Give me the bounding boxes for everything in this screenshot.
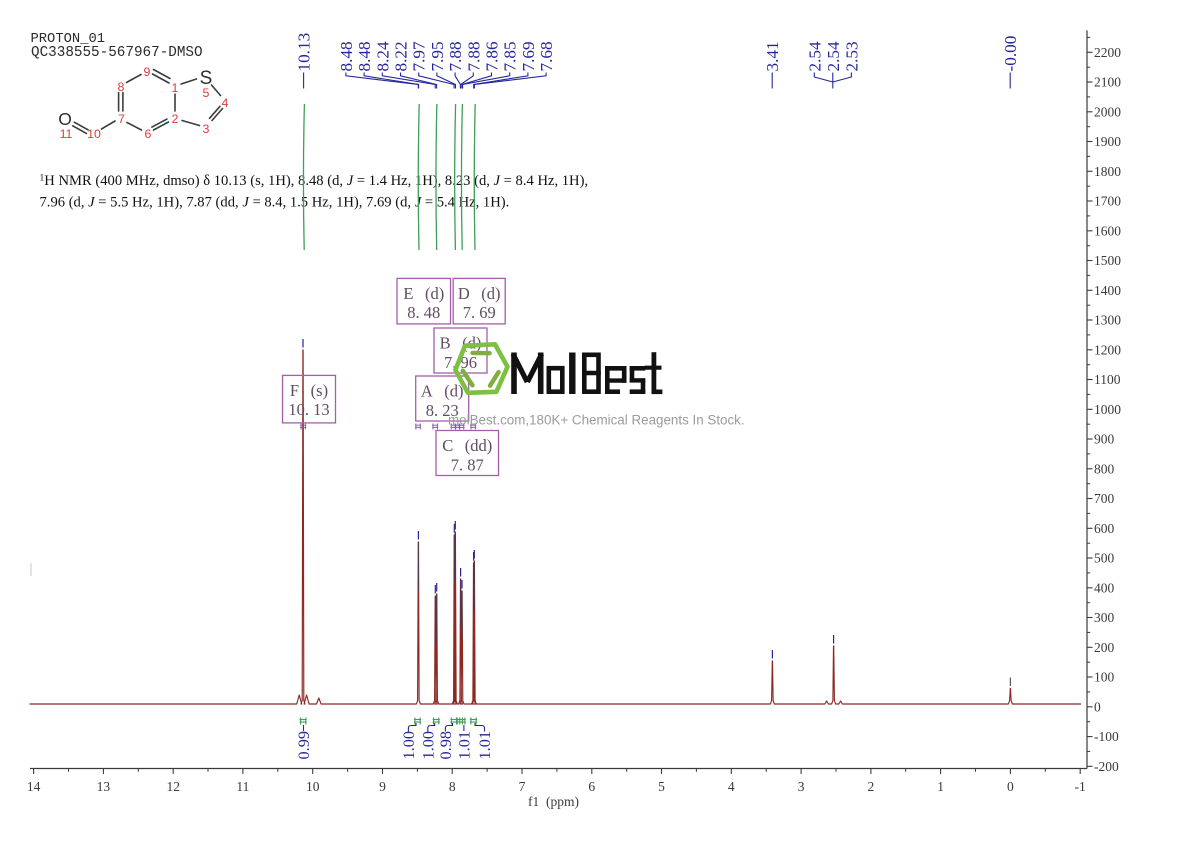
svg-text:8.24: 8.24 bbox=[373, 41, 392, 71]
svg-text:1700: 1700 bbox=[1094, 194, 1121, 209]
svg-text:500: 500 bbox=[1094, 551, 1115, 566]
svg-text:4: 4 bbox=[728, 779, 735, 794]
svg-text:5: 5 bbox=[658, 779, 665, 794]
svg-text:O: O bbox=[58, 109, 72, 129]
svg-text:7.69: 7.69 bbox=[519, 41, 538, 71]
svg-text:QC338555-567967-DMSO: QC338555-567967-DMSO bbox=[31, 45, 203, 61]
svg-text:9: 9 bbox=[144, 65, 151, 79]
svg-text:C (dd): C (dd) bbox=[442, 436, 492, 455]
svg-text:2100: 2100 bbox=[1094, 75, 1121, 90]
svg-text:1600: 1600 bbox=[1094, 223, 1121, 238]
svg-text:8. 48: 8. 48 bbox=[407, 303, 440, 322]
svg-text:1400: 1400 bbox=[1094, 283, 1121, 298]
svg-text:1: 1 bbox=[937, 779, 944, 794]
svg-text:1000: 1000 bbox=[1094, 402, 1121, 417]
svg-text:f1 (ppm): f1 (ppm) bbox=[528, 794, 579, 809]
svg-text:2000: 2000 bbox=[1094, 104, 1121, 119]
svg-text:800: 800 bbox=[1094, 461, 1115, 476]
svg-text:400: 400 bbox=[1094, 580, 1115, 595]
svg-text:3: 3 bbox=[798, 779, 805, 794]
svg-text:2.54: 2.54 bbox=[805, 41, 824, 71]
svg-text:1200: 1200 bbox=[1094, 342, 1121, 357]
svg-text:PROTON_01: PROTON_01 bbox=[31, 32, 106, 47]
svg-text:13: 13 bbox=[97, 779, 111, 794]
svg-text:7.96 (d, J = 5.5 Hz, 1H), 7.87: 7.96 (d, J = 5.5 Hz, 1H), 7.87 (dd, J = … bbox=[40, 195, 510, 211]
svg-text:7.85: 7.85 bbox=[501, 41, 520, 71]
svg-text:600: 600 bbox=[1094, 521, 1115, 536]
svg-text:700: 700 bbox=[1094, 491, 1115, 506]
svg-text:7.97: 7.97 bbox=[410, 41, 429, 71]
svg-text:2.53: 2.53 bbox=[842, 41, 861, 71]
svg-text:3.41: 3.41 bbox=[763, 41, 782, 71]
svg-text:10. 13: 10. 13 bbox=[288, 400, 329, 419]
svg-text:1H NMR (400 MHz, dmso) δ 10.13: 1H NMR (400 MHz, dmso) δ 10.13 (s, 1H), … bbox=[40, 172, 589, 189]
svg-text:1.01: 1.01 bbox=[475, 731, 494, 760]
svg-text:1900: 1900 bbox=[1094, 134, 1121, 149]
svg-text:1.00: 1.00 bbox=[399, 731, 418, 760]
svg-text:7. 87: 7. 87 bbox=[451, 455, 484, 474]
svg-text:2200: 2200 bbox=[1094, 45, 1121, 60]
svg-text:1300: 1300 bbox=[1094, 313, 1121, 328]
svg-text:8.48: 8.48 bbox=[337, 41, 356, 71]
svg-text:1.01: 1.01 bbox=[454, 731, 473, 760]
svg-text:7.95: 7.95 bbox=[428, 41, 447, 71]
svg-text:8: 8 bbox=[449, 779, 456, 794]
svg-text:300: 300 bbox=[1094, 610, 1115, 625]
svg-text:E (d): E (d) bbox=[403, 284, 444, 303]
svg-text:-0.00: -0.00 bbox=[1001, 36, 1020, 72]
svg-text:2: 2 bbox=[172, 112, 179, 126]
svg-text:11: 11 bbox=[236, 779, 249, 794]
svg-text:9: 9 bbox=[379, 779, 386, 794]
svg-text:-100: -100 bbox=[1094, 729, 1119, 744]
svg-text:3: 3 bbox=[203, 122, 210, 136]
svg-text:0: 0 bbox=[1007, 779, 1014, 794]
svg-text:1100: 1100 bbox=[1094, 372, 1121, 387]
svg-text:14: 14 bbox=[27, 779, 41, 794]
svg-text:0: 0 bbox=[1094, 699, 1101, 714]
svg-text:7: 7 bbox=[118, 112, 125, 126]
svg-text:0.99: 0.99 bbox=[294, 731, 313, 760]
svg-text:B (d): B (d) bbox=[440, 334, 482, 353]
svg-text:8: 8 bbox=[118, 80, 125, 94]
svg-text:4: 4 bbox=[222, 96, 229, 110]
svg-text:7: 7 bbox=[519, 779, 526, 794]
svg-text:7.88: 7.88 bbox=[464, 41, 483, 71]
svg-text:1500: 1500 bbox=[1094, 253, 1121, 268]
svg-text:-1: -1 bbox=[1075, 779, 1086, 794]
svg-text:1.00: 1.00 bbox=[418, 731, 437, 760]
svg-text:8.22: 8.22 bbox=[392, 41, 411, 71]
svg-text:10: 10 bbox=[306, 779, 320, 794]
svg-text:1800: 1800 bbox=[1094, 164, 1121, 179]
svg-text:12: 12 bbox=[166, 779, 180, 794]
svg-text:6: 6 bbox=[145, 127, 152, 141]
svg-text:200: 200 bbox=[1094, 640, 1115, 655]
svg-text:7.88: 7.88 bbox=[446, 41, 465, 71]
svg-text:6: 6 bbox=[588, 779, 595, 794]
svg-text:7. 69: 7. 69 bbox=[463, 303, 496, 322]
svg-text:8.48: 8.48 bbox=[355, 41, 374, 71]
svg-text:2: 2 bbox=[868, 779, 875, 794]
svg-text:5: 5 bbox=[203, 86, 210, 100]
svg-text:100: 100 bbox=[1094, 670, 1115, 685]
svg-text:2.54: 2.54 bbox=[824, 41, 843, 71]
svg-text:7.68: 7.68 bbox=[537, 41, 556, 71]
svg-text:-200: -200 bbox=[1094, 759, 1119, 774]
svg-text:D (d): D (d) bbox=[458, 284, 501, 303]
svg-text:1: 1 bbox=[172, 81, 179, 95]
svg-text:0.98: 0.98 bbox=[436, 731, 455, 760]
svg-text:F (s): F (s) bbox=[290, 381, 328, 400]
svg-text:900: 900 bbox=[1094, 432, 1115, 447]
svg-text:A (d): A (d) bbox=[421, 382, 464, 401]
svg-text:molBest.com,180K+ Chemical Rea: molBest.com,180K+ Chemical Reagents In S… bbox=[448, 413, 745, 428]
svg-text:S: S bbox=[200, 68, 213, 89]
svg-text:11: 11 bbox=[60, 127, 73, 141]
svg-text:7.86: 7.86 bbox=[483, 41, 502, 71]
svg-text:10.13: 10.13 bbox=[295, 33, 314, 72]
svg-text:8. 23: 8. 23 bbox=[426, 401, 459, 420]
svg-text:10: 10 bbox=[87, 127, 101, 141]
